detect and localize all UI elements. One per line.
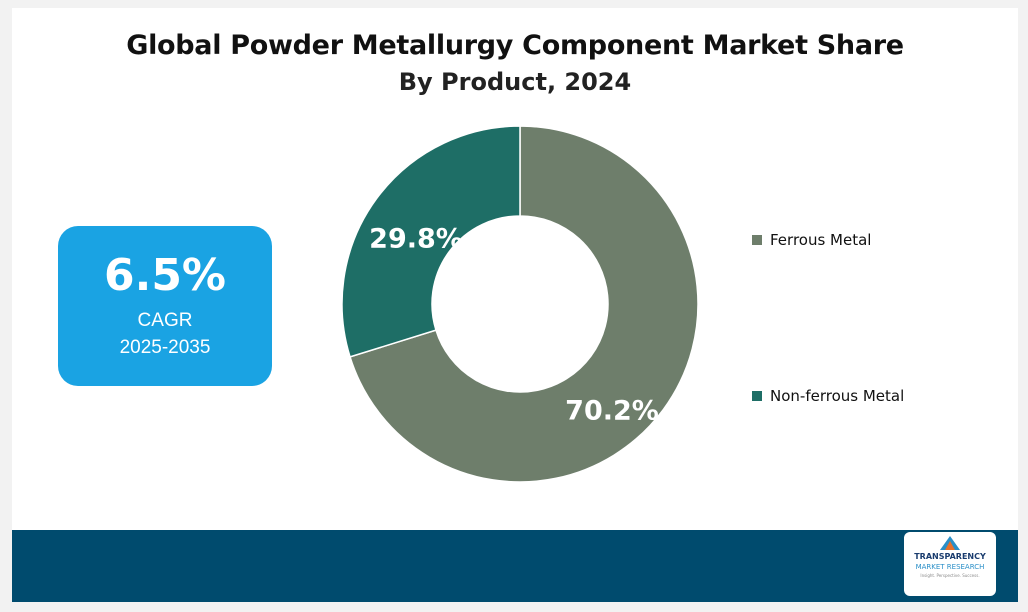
company-logo: TRANSPARENCY MARKET RESEARCH Insight. Pe… (904, 532, 996, 596)
cagr-badge: 6.5% CAGR 2025-2035 (58, 226, 272, 386)
chart-title: Global Powder Metallurgy Component Marke… (126, 30, 904, 61)
donut-slice-non-ferrous (341, 125, 521, 358)
donut-chart: 70.2% 29.8% (341, 125, 699, 483)
legend-swatch-non-ferrous (752, 391, 762, 401)
logo-mark-icon (940, 536, 960, 550)
legend-label-ferrous: Ferrous Metal (770, 231, 872, 249)
logo-line1: TRANSPARENCY (914, 552, 986, 561)
chart-subtitle: By Product, 2024 (398, 68, 632, 96)
chart-card: Global Powder Metallurgy Component Marke… (12, 8, 1018, 530)
slice-label-non-ferrous: 29.8% (369, 224, 463, 255)
logo-line2: MARKET RESEARCH (915, 563, 985, 571)
logo-line3: Insight. Perspective. Success. (920, 573, 980, 578)
cagr-period: 2025-2035 (119, 337, 211, 358)
cagr-label: CAGR (137, 310, 193, 331)
legend-item-non-ferrous: Non-ferrous Metal (752, 386, 904, 406)
legend-label-non-ferrous: Non-ferrous Metal (770, 387, 905, 405)
donut-slice-ferrous (349, 125, 699, 483)
legend-item-ferrous: Ferrous Metal (752, 230, 871, 250)
slice-label-ferrous: 70.2% (565, 396, 659, 427)
legend-swatch-ferrous (752, 235, 762, 245)
footer-bar (12, 530, 1018, 602)
cagr-value: 6.5% (103, 250, 227, 301)
